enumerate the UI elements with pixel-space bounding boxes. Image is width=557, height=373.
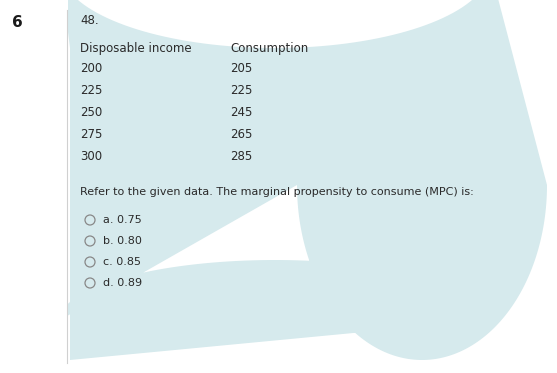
Text: a. 0.75: a. 0.75 bbox=[103, 215, 141, 225]
Text: c. 0.85: c. 0.85 bbox=[103, 257, 141, 267]
Text: 250: 250 bbox=[80, 106, 102, 119]
Text: 48.: 48. bbox=[80, 14, 99, 27]
Text: Refer to the given data. The marginal propensity to consume (MPC) is:: Refer to the given data. The marginal pr… bbox=[80, 187, 474, 197]
Text: 200: 200 bbox=[80, 62, 102, 75]
Text: 245: 245 bbox=[230, 106, 252, 119]
Polygon shape bbox=[60, 0, 547, 360]
Text: 205: 205 bbox=[230, 62, 252, 75]
Text: b. 0.80: b. 0.80 bbox=[103, 236, 142, 246]
Text: 6: 6 bbox=[12, 15, 23, 30]
Text: 300: 300 bbox=[80, 150, 102, 163]
Text: 275: 275 bbox=[80, 128, 102, 141]
Text: 285: 285 bbox=[230, 150, 252, 163]
Text: Consumption: Consumption bbox=[230, 42, 308, 55]
Text: Disposable income: Disposable income bbox=[80, 42, 192, 55]
Text: d. 0.89: d. 0.89 bbox=[103, 278, 142, 288]
Text: 225: 225 bbox=[230, 84, 252, 97]
Text: 225: 225 bbox=[80, 84, 102, 97]
Bar bbox=[0, 0, 68, 373]
Text: 265: 265 bbox=[230, 128, 252, 141]
